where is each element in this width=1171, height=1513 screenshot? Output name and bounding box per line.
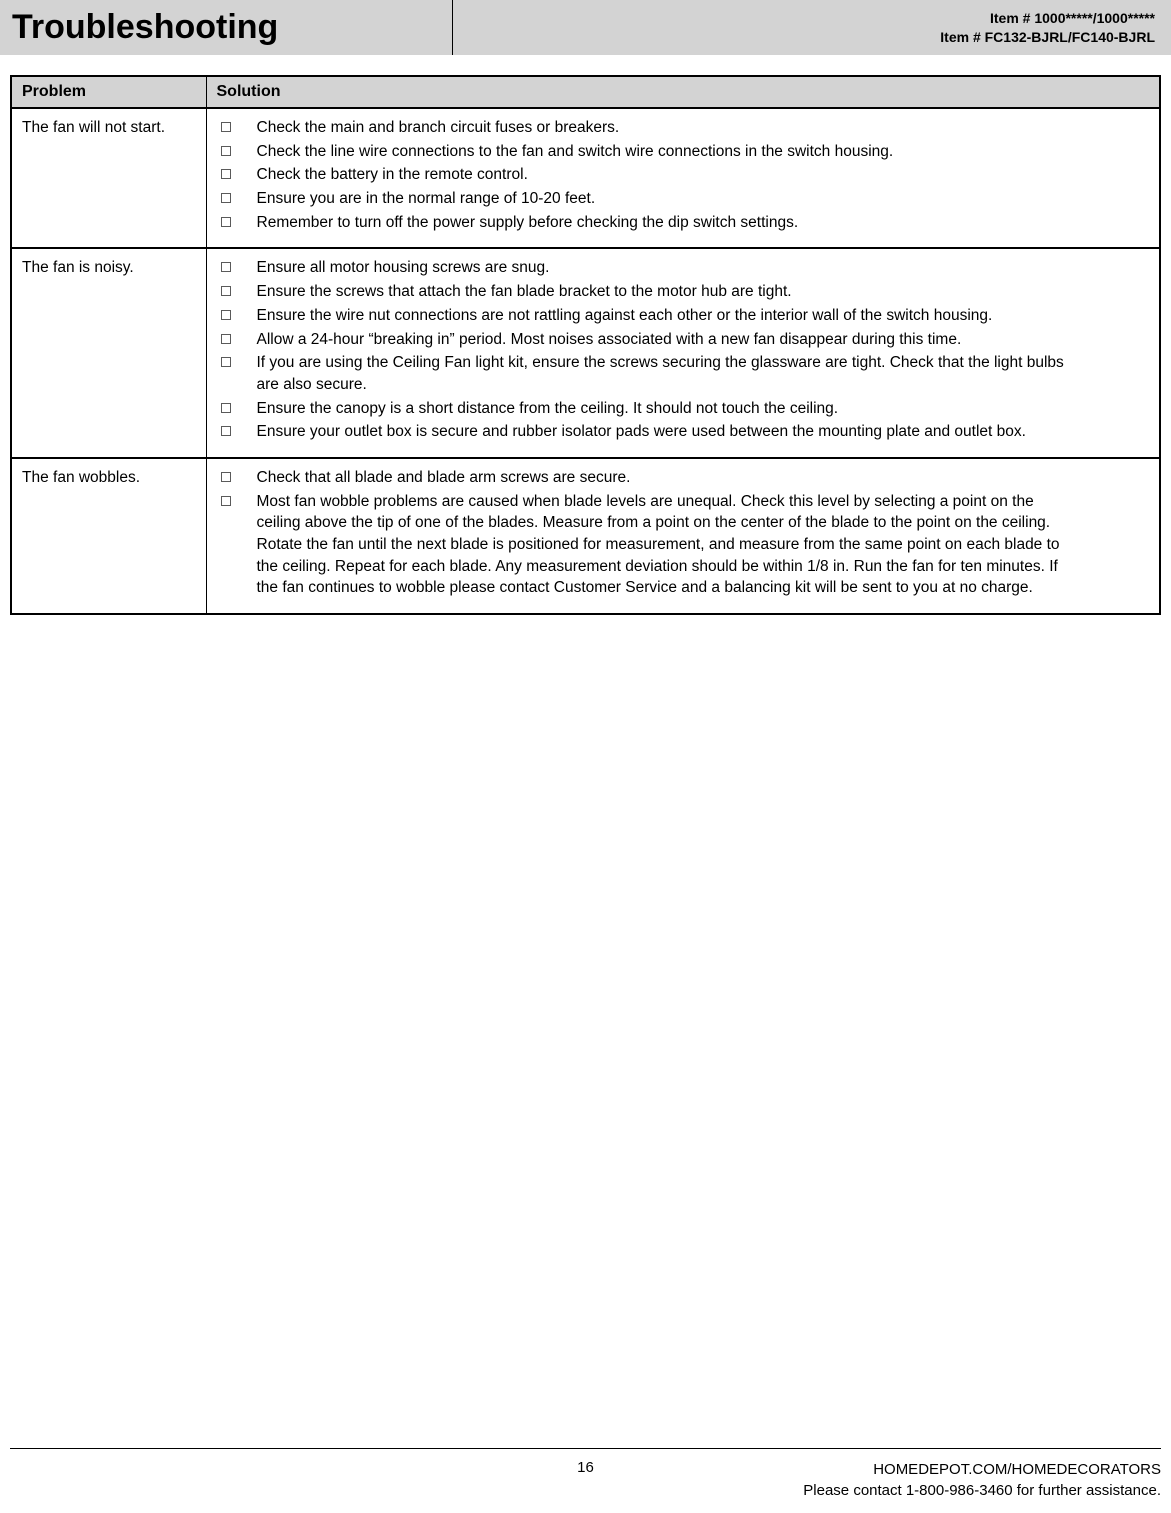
solution-item: If you are using the Ceiling Fan light k… — [217, 352, 1150, 395]
column-header-problem: Problem — [11, 76, 206, 108]
solution-text: Ensure the wire nut connections are not … — [257, 305, 1070, 327]
solution-text: Remember to turn off the power supply be… — [257, 212, 1070, 234]
page-number: 16 — [577, 1459, 594, 1476]
solution-cell: Check that all blade and blade arm screw… — [206, 458, 1160, 614]
solution-cell: Ensure all motor housing screws are snug… — [206, 248, 1160, 458]
checkbox-bullet-icon — [221, 472, 231, 482]
solution-text: Ensure all motor housing screws are snug… — [257, 257, 1070, 279]
footer: 16 HOMEDEPOT.COM/HOMEDECORATORS Please c… — [10, 1448, 1161, 1501]
solution-text: Ensure you are in the normal range of 10… — [257, 188, 1070, 210]
troubleshooting-table: Problem Solution The fan will not start.… — [10, 75, 1161, 615]
solution-text: Allow a 24-hour “breaking in” period. Mo… — [257, 329, 1070, 351]
solution-item: Ensure the wire nut connections are not … — [217, 305, 1150, 327]
checkbox-bullet-icon — [221, 403, 231, 413]
problem-cell: The fan is noisy. — [11, 248, 206, 458]
item-number-line-1: Item # 1000*****/1000***** — [990, 9, 1155, 27]
checkbox-bullet-icon — [221, 334, 231, 344]
checkbox-bullet-icon — [221, 357, 231, 367]
solution-text: Ensure your outlet box is secure and rub… — [257, 421, 1070, 443]
solution-item: Most fan wobble problems are caused when… — [217, 491, 1150, 599]
header-item-box: Item # 1000*****/1000***** Item # FC132-… — [452, 0, 1171, 55]
solution-text: Ensure the screws that attach the fan bl… — [257, 281, 1070, 303]
footer-contact: Please contact 1-800-986-3460 for furthe… — [803, 1480, 1161, 1501]
checkbox-bullet-icon — [221, 193, 231, 203]
solution-item: Ensure the screws that attach the fan bl… — [217, 281, 1150, 303]
solution-text: Check that all blade and blade arm screw… — [257, 467, 1070, 489]
column-header-solution: Solution — [206, 76, 1160, 108]
solution-item: Check the main and branch circuit fuses … — [217, 117, 1150, 139]
checkbox-bullet-icon — [221, 262, 231, 272]
checkbox-bullet-icon — [221, 146, 231, 156]
solution-item: Remember to turn off the power supply be… — [217, 212, 1150, 234]
checkbox-bullet-icon — [221, 286, 231, 296]
solution-text: Ensure the canopy is a short distance fr… — [257, 398, 1070, 420]
item-number-line-2: Item # FC132-BJRL/FC140-BJRL — [940, 28, 1155, 46]
solution-cell: Check the main and branch circuit fuses … — [206, 108, 1160, 248]
solution-text: Check the line wire connections to the f… — [257, 141, 1070, 163]
checkbox-bullet-icon — [221, 310, 231, 320]
checkbox-bullet-icon — [221, 122, 231, 132]
solution-item: Check that all blade and blade arm screw… — [217, 467, 1150, 489]
problem-cell: The fan wobbles. — [11, 458, 206, 614]
page-title: Troubleshooting — [12, 8, 278, 47]
solution-text: If you are using the Ceiling Fan light k… — [257, 352, 1070, 395]
table-row: The fan is noisy. Ensure all motor housin… — [11, 248, 1160, 458]
checkbox-bullet-icon — [221, 496, 231, 506]
solution-item: Ensure all motor housing screws are snug… — [217, 257, 1150, 279]
solution-item: Ensure your outlet box is secure and rub… — [217, 421, 1150, 443]
table-row: The fan wobbles. Check that all blade and… — [11, 458, 1160, 614]
problem-cell: The fan will not start. — [11, 108, 206, 248]
solution-text: Check the main and branch circuit fuses … — [257, 117, 1070, 139]
header-title-box: Troubleshooting — [0, 0, 452, 55]
solution-item: Check the line wire connections to the f… — [217, 141, 1150, 163]
table-row: The fan will not start. Check the main an… — [11, 108, 1160, 248]
solution-list: Ensure all motor housing screws are snug… — [217, 257, 1150, 443]
solution-item: Ensure the canopy is a short distance fr… — [217, 398, 1150, 420]
content-area: Problem Solution The fan will not start.… — [0, 55, 1171, 615]
checkbox-bullet-icon — [221, 426, 231, 436]
checkbox-bullet-icon — [221, 217, 231, 227]
solution-item: Allow a 24-hour “breaking in” period. Mo… — [217, 329, 1150, 351]
table-header-row: Problem Solution — [11, 76, 1160, 108]
solution-list: Check the main and branch circuit fuses … — [217, 117, 1150, 233]
footer-website: HOMEDEPOT.COM/HOMEDECORATORS — [803, 1459, 1161, 1480]
checkbox-bullet-icon — [221, 169, 231, 179]
footer-right: HOMEDEPOT.COM/HOMEDECORATORS Please cont… — [803, 1459, 1161, 1501]
table-body: The fan will not start. Check the main an… — [11, 108, 1160, 614]
header-bar: Troubleshooting Item # 1000*****/1000***… — [0, 0, 1171, 55]
solution-text: Most fan wobble problems are caused when… — [257, 491, 1070, 599]
solution-list: Check that all blade and blade arm screw… — [217, 467, 1150, 599]
solution-text: Check the battery in the remote control. — [257, 164, 1070, 186]
solution-item: Check the battery in the remote control. — [217, 164, 1150, 186]
solution-item: Ensure you are in the normal range of 10… — [217, 188, 1150, 210]
